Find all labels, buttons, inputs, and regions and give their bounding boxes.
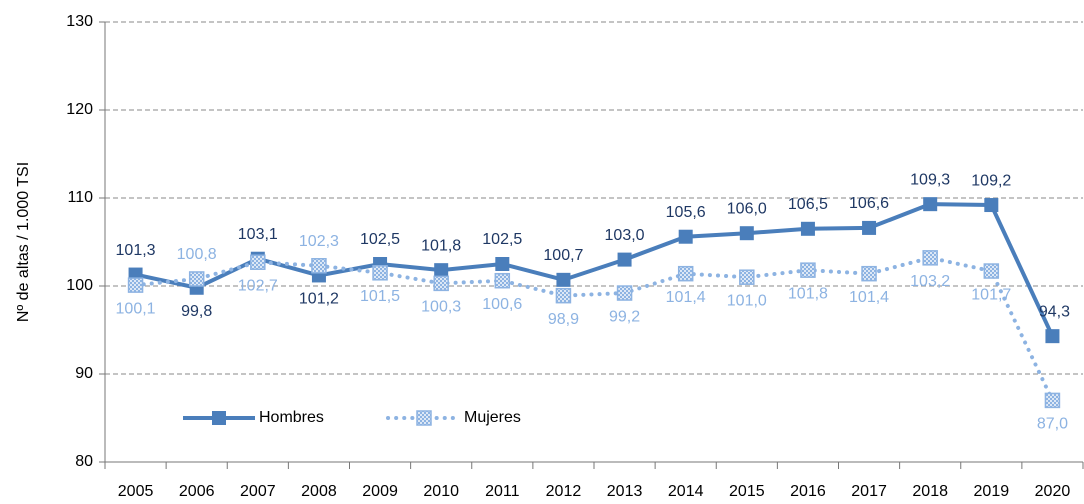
point-marker (495, 257, 510, 271)
point-marker (983, 263, 1000, 279)
value-label: 87,0 (1037, 416, 1068, 433)
value-label: 101,7 (971, 286, 1011, 303)
value-label: 101,4 (849, 289, 889, 306)
x-tick-label: 2005 (118, 483, 154, 500)
x-tick-label: 2019 (974, 483, 1010, 500)
value-label: 102,7 (238, 277, 278, 294)
value-label: 106,5 (788, 196, 828, 213)
value-label: 106,0 (727, 200, 767, 217)
point-marker (616, 285, 633, 301)
point-marker (739, 226, 754, 241)
value-label: 103,0 (605, 227, 645, 244)
value-label: 102,3 (299, 233, 339, 250)
y-tick-label: 100 (66, 277, 93, 294)
value-label: 109,2 (971, 172, 1011, 189)
legend-label: Mujeres (464, 409, 521, 426)
point-marker (250, 254, 266, 270)
value-label: 98,9 (548, 311, 579, 328)
value-label: 101,4 (666, 289, 706, 306)
value-label: 101,3 (116, 242, 156, 259)
x-tick-label: 2007 (240, 483, 276, 500)
legend-marker (212, 411, 226, 425)
x-tick-label: 2015 (729, 483, 765, 500)
value-label: 109,3 (910, 171, 950, 188)
legend-marker (416, 410, 432, 426)
point-marker (800, 221, 815, 236)
point-marker (862, 220, 877, 235)
point-marker (800, 262, 816, 278)
value-label: 101,0 (727, 292, 767, 309)
point-marker (922, 250, 938, 266)
point-marker (494, 272, 511, 289)
point-marker (923, 197, 938, 212)
value-label: 101,2 (299, 291, 339, 308)
point-marker (739, 269, 755, 285)
x-tick-label: 2018 (912, 483, 948, 500)
point-marker (372, 265, 388, 281)
point-marker (617, 252, 632, 267)
x-tick-label: 2012 (546, 483, 582, 500)
point-marker (311, 258, 327, 274)
value-label: 102,5 (482, 231, 522, 248)
value-label: 101,8 (788, 285, 828, 302)
point-marker (127, 277, 144, 293)
value-label: 106,6 (849, 195, 889, 212)
x-tick-label: 2014 (668, 483, 704, 500)
x-tick-label: 2013 (607, 483, 643, 500)
y-tick-label: 120 (66, 101, 93, 118)
value-label: 100,8 (177, 246, 217, 263)
point-marker (1044, 392, 1061, 409)
value-label: 99,8 (181, 303, 212, 320)
point-marker (434, 263, 449, 278)
point-marker (556, 272, 571, 287)
value-label: 102,5 (360, 231, 400, 248)
series-line (135, 202, 1055, 338)
legend-label: Hombres (259, 409, 324, 426)
x-tick-label: 2009 (362, 483, 398, 500)
point-marker (555, 287, 572, 304)
series-line (133, 255, 1055, 403)
y-tick-label: 110 (67, 189, 93, 206)
point-marker (433, 275, 449, 292)
value-label: 105,6 (666, 204, 706, 221)
value-label: 100,1 (116, 300, 156, 317)
y-tick-label: 90 (75, 365, 93, 382)
x-tick-label: 2008 (301, 483, 337, 500)
value-label: 99,2 (609, 308, 640, 325)
y-tick-label: 80 (75, 453, 93, 470)
x-tick-label: 2020 (1035, 483, 1071, 500)
value-label: 100,7 (543, 247, 583, 264)
x-tick-label: 2011 (485, 483, 520, 500)
x-tick-label: 2010 (423, 483, 459, 500)
point-marker (677, 265, 694, 282)
value-label: 100,3 (421, 299, 461, 316)
value-label: 100,6 (482, 296, 522, 313)
x-tick-label: 2006 (179, 483, 215, 500)
y-axis-label: Nº de altas / 1.000 TSI (15, 162, 32, 322)
point-marker (861, 265, 877, 282)
x-tick-label: 2017 (851, 483, 887, 500)
value-label: 101,8 (421, 237, 461, 254)
value-label: 101,5 (360, 288, 400, 305)
point-marker (188, 271, 205, 287)
x-tick-label: 2016 (790, 483, 826, 500)
point-marker (678, 229, 693, 244)
point-marker (1045, 329, 1060, 344)
value-label: 103,2 (910, 273, 950, 290)
value-label: 103,1 (238, 226, 278, 243)
value-label: 94,3 (1039, 303, 1070, 320)
point-marker (984, 198, 999, 213)
y-tick-label: 130 (66, 13, 93, 30)
